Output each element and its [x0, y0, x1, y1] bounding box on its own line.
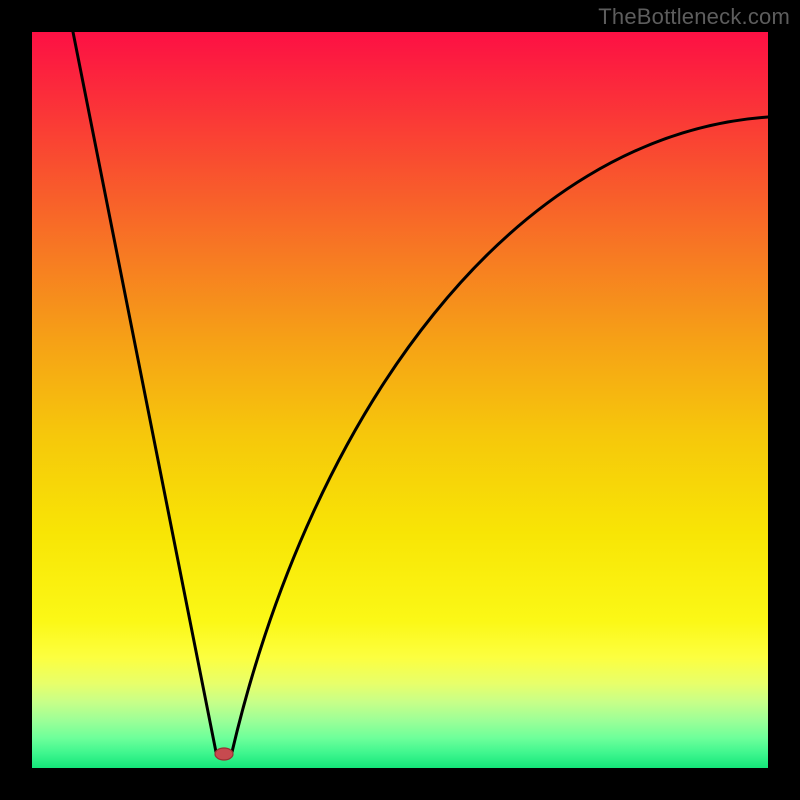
curve-vertex-marker: [215, 748, 233, 760]
watermark-text: TheBottleneck.com: [598, 4, 790, 30]
chart-canvas: TheBottleneck.com: [0, 0, 800, 800]
chart-svg: [0, 0, 800, 800]
